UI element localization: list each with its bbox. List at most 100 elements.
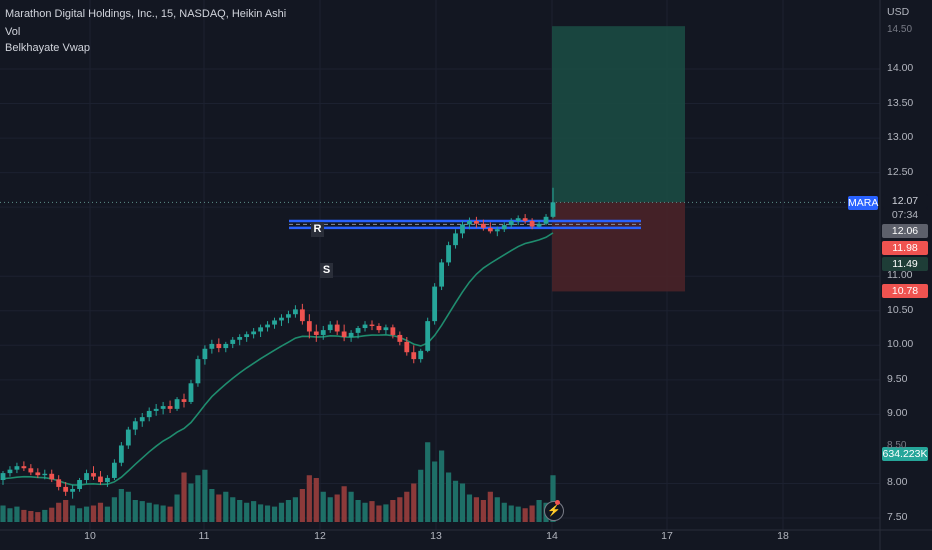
candle xyxy=(425,321,431,351)
volume-bar xyxy=(97,502,104,522)
y-tick-label: 9.00 xyxy=(887,407,908,420)
volume-bar xyxy=(76,508,83,522)
candle xyxy=(390,327,396,335)
resistance-label: R xyxy=(311,222,324,237)
y-tick-label: 14.00 xyxy=(887,62,914,74)
volume-bar xyxy=(167,506,173,522)
volume-bar xyxy=(271,506,278,522)
volume-bar xyxy=(313,478,319,522)
candle xyxy=(42,473,48,476)
volume-bar xyxy=(174,494,180,522)
support-resistance-lines xyxy=(289,219,641,230)
volume-bar xyxy=(501,502,507,522)
volume-bar xyxy=(439,450,445,522)
volume-label: 634.223K xyxy=(882,447,928,461)
candle xyxy=(460,224,465,234)
x-tick-label: 18 xyxy=(777,530,789,542)
candle xyxy=(35,472,41,476)
y-tick-label: 10.00 xyxy=(887,338,914,351)
y-tick-label: 11.00 xyxy=(887,269,913,282)
x-tick-label: 12 xyxy=(314,530,326,542)
volume-bar xyxy=(473,497,480,522)
candle xyxy=(28,468,34,473)
volume-bars xyxy=(0,442,556,522)
candle xyxy=(320,330,326,335)
volume-bar xyxy=(111,497,117,522)
x-tick-label: 11 xyxy=(198,530,210,542)
volume-bar xyxy=(118,489,124,522)
volume-bar xyxy=(230,497,236,522)
candle xyxy=(174,399,180,409)
volume-bar xyxy=(466,494,473,522)
candle xyxy=(313,331,319,335)
volume-bar xyxy=(459,483,466,522)
candle xyxy=(258,327,263,332)
symbol-badge: MARA xyxy=(848,196,879,210)
alert-dot xyxy=(555,500,560,505)
volume-bar xyxy=(63,500,69,522)
candle xyxy=(439,262,445,287)
lightning-icon[interactable]: ⚡ xyxy=(544,501,564,521)
candle xyxy=(111,462,117,478)
candle xyxy=(98,476,103,483)
candles xyxy=(0,187,556,499)
candle xyxy=(251,331,257,335)
candle xyxy=(453,233,458,246)
indicator-vwap-label[interactable]: Belkhayate Vwap xyxy=(5,42,90,54)
support-label: S xyxy=(320,263,333,278)
candle xyxy=(293,309,298,315)
partial-price-vol: 8.50 xyxy=(887,440,907,451)
volume-bar xyxy=(181,472,187,522)
candle xyxy=(209,343,215,349)
volume-bar xyxy=(223,491,229,522)
long-position-tool xyxy=(0,26,880,292)
candle xyxy=(70,488,76,492)
candle xyxy=(223,343,229,349)
candle xyxy=(63,486,69,492)
candle xyxy=(397,334,403,342)
volume-bar xyxy=(90,505,97,522)
vwap-curve xyxy=(2,232,554,486)
candle xyxy=(56,479,62,487)
volume-bar xyxy=(404,491,410,522)
y-tick-label: 10.50 xyxy=(887,303,914,316)
candle xyxy=(230,339,236,344)
volume-bar xyxy=(397,497,403,522)
volume-bar xyxy=(139,501,145,522)
profit-zone xyxy=(552,26,685,203)
volume-bar xyxy=(42,509,48,522)
volume-bar xyxy=(146,502,152,522)
candle xyxy=(279,317,284,321)
candle xyxy=(118,445,124,463)
candle xyxy=(299,309,305,322)
candle xyxy=(21,466,27,469)
volume-bar xyxy=(445,472,452,522)
candle xyxy=(265,324,270,328)
candle xyxy=(355,328,361,333)
candle xyxy=(202,348,208,360)
candle xyxy=(125,429,131,446)
price-label-11-49: 11.49 xyxy=(882,257,928,271)
indicator-vol-label[interactable]: Vol xyxy=(5,26,21,38)
candle xyxy=(327,324,333,331)
volume-bar xyxy=(355,500,361,522)
volume-bar xyxy=(153,504,159,522)
volume-bar xyxy=(376,505,382,522)
candle xyxy=(446,245,451,263)
candle xyxy=(244,334,250,338)
candle xyxy=(139,417,145,422)
volume-bar xyxy=(515,506,521,522)
countdown-label: 07:34 xyxy=(882,208,928,222)
volume-bar xyxy=(348,491,354,522)
volume-bar xyxy=(299,489,305,522)
candle xyxy=(404,341,410,353)
volume-bar xyxy=(104,506,111,522)
volume-bar xyxy=(237,500,243,522)
volume-bar xyxy=(7,508,13,522)
volume-bar xyxy=(264,505,271,522)
volume-bar xyxy=(480,500,486,522)
candle xyxy=(132,421,138,430)
